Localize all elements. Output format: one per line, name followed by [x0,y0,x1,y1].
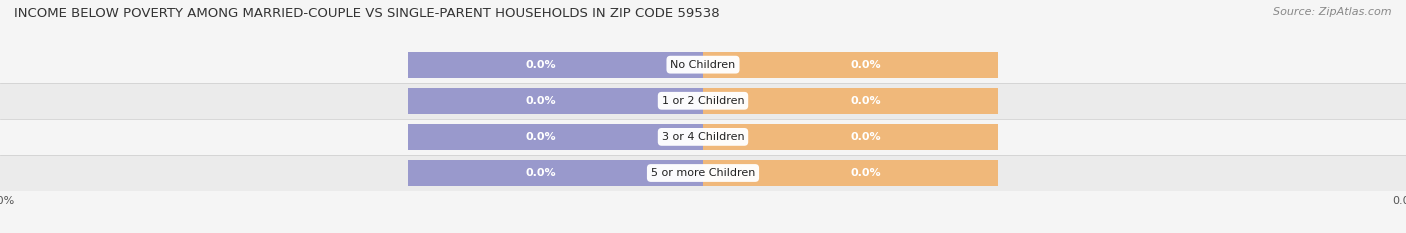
Text: 3 or 4 Children: 3 or 4 Children [662,132,744,142]
Text: 0.0%: 0.0% [526,132,555,142]
Bar [703,160,998,186]
Text: 0.0%: 0.0% [526,96,555,106]
Text: Source: ZipAtlas.com: Source: ZipAtlas.com [1274,7,1392,17]
Bar [0,83,1406,119]
Text: 0.0%: 0.0% [851,132,880,142]
Text: 0.0%: 0.0% [851,60,880,70]
Text: 0.0%: 0.0% [851,168,880,178]
Text: 1 or 2 Children: 1 or 2 Children [662,96,744,106]
Bar [0,119,1406,155]
Bar [408,160,703,186]
Text: INCOME BELOW POVERTY AMONG MARRIED-COUPLE VS SINGLE-PARENT HOUSEHOLDS IN ZIP COD: INCOME BELOW POVERTY AMONG MARRIED-COUPL… [14,7,720,20]
Bar [703,124,998,150]
Bar [408,52,703,78]
Text: 0.0%: 0.0% [526,168,555,178]
Bar [0,155,1406,191]
Text: 0.0%: 0.0% [851,96,880,106]
Bar [408,88,703,114]
Bar [703,88,998,114]
Text: No Children: No Children [671,60,735,70]
Bar [0,47,1406,83]
Bar [408,124,703,150]
Bar [703,52,998,78]
Text: 0.0%: 0.0% [526,60,555,70]
Text: 5 or more Children: 5 or more Children [651,168,755,178]
